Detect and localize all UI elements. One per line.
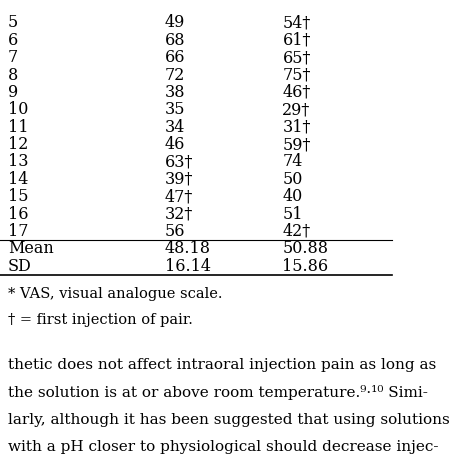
- Text: 17: 17: [8, 223, 28, 240]
- Text: 48.18: 48.18: [165, 240, 211, 257]
- Text: 29†: 29†: [283, 101, 311, 118]
- Text: thetic does not affect intraoral injection pain as long as: thetic does not affect intraoral injecti…: [8, 358, 436, 372]
- Text: 72: 72: [165, 66, 185, 83]
- Text: * VAS, visual analogue scale.: * VAS, visual analogue scale.: [8, 287, 222, 301]
- Text: the solution is at or above room temperature.⁹·¹⁰ Simi-: the solution is at or above room tempera…: [8, 385, 428, 401]
- Text: 46: 46: [165, 136, 185, 153]
- Text: 59†: 59†: [283, 136, 311, 153]
- Text: 68: 68: [165, 32, 185, 49]
- Text: 6: 6: [8, 32, 18, 49]
- Text: SD: SD: [8, 258, 32, 275]
- Text: 39†: 39†: [165, 171, 193, 188]
- Text: 13: 13: [8, 154, 28, 171]
- Text: 74: 74: [283, 154, 303, 171]
- Text: larly, although it has been suggested that using solutions: larly, although it has been suggested th…: [8, 413, 450, 427]
- Text: 32†: 32†: [165, 206, 193, 223]
- Text: † = first injection of pair.: † = first injection of pair.: [8, 313, 193, 327]
- Text: 7: 7: [8, 49, 18, 66]
- Text: 16.14: 16.14: [165, 258, 211, 275]
- Text: 47†: 47†: [165, 188, 193, 205]
- Text: 66: 66: [165, 49, 185, 66]
- Text: Mean: Mean: [8, 240, 54, 257]
- Text: 35: 35: [165, 101, 185, 118]
- Text: 5: 5: [8, 14, 18, 31]
- Text: 54†: 54†: [283, 14, 311, 31]
- Text: 50: 50: [283, 171, 303, 188]
- Text: 50.88: 50.88: [283, 240, 328, 257]
- Text: 51: 51: [283, 206, 303, 223]
- Text: 16: 16: [8, 206, 28, 223]
- Text: 61†: 61†: [283, 32, 311, 49]
- Text: 34: 34: [165, 118, 185, 136]
- Text: 12: 12: [8, 136, 28, 153]
- Text: 56: 56: [165, 223, 185, 240]
- Text: 8: 8: [8, 66, 18, 83]
- Text: 49: 49: [165, 14, 185, 31]
- Text: 10: 10: [8, 101, 28, 118]
- Text: 31†: 31†: [283, 118, 311, 136]
- Text: 15: 15: [8, 188, 28, 205]
- Text: 40: 40: [283, 188, 303, 205]
- Text: 11: 11: [8, 118, 28, 136]
- Text: 14: 14: [8, 171, 28, 188]
- Text: 46†: 46†: [283, 84, 311, 101]
- Text: 15.86: 15.86: [283, 258, 328, 275]
- Text: 75†: 75†: [283, 66, 311, 83]
- Text: 65†: 65†: [283, 49, 311, 66]
- Text: 38: 38: [165, 84, 185, 101]
- Text: with a pH closer to physiological should decrease injec-: with a pH closer to physiological should…: [8, 440, 438, 455]
- Text: 63†: 63†: [165, 154, 193, 171]
- Text: 42†: 42†: [283, 223, 310, 240]
- Text: 9: 9: [8, 84, 18, 101]
